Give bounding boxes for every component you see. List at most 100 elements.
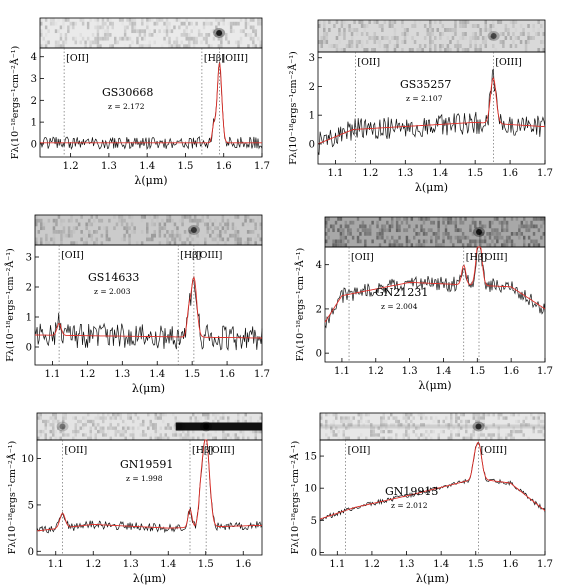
y-tick-label: 0	[26, 343, 32, 354]
y-tick-label: 3	[26, 253, 32, 264]
y-tick-label: 5	[28, 500, 34, 511]
x-axis-label: λ(μm)	[133, 572, 166, 585]
spectrum-panel-GS30668: [OII] [Hβ][OIII] GS30668 z = 2.172 1.2 1.3 1.4…	[9, 17, 270, 187]
spectrum-2d-stamp	[317, 19, 546, 53]
object-name: GS30668	[102, 86, 153, 99]
object-name: GN19913	[385, 485, 438, 498]
x-tick-label: 1.2	[364, 559, 380, 570]
object-name: GN21231	[375, 286, 428, 299]
x-tick-label: 1.3	[397, 168, 413, 179]
spectrum-2d-stamp	[36, 412, 263, 441]
emission-line-label: [OIII]	[481, 445, 507, 456]
spectrum-panel-GS35257: [OII] [OIII] GS35257 z = 2.107 1.1 1.2 1.3 1.4 1…	[287, 19, 553, 194]
x-tick-label: 1.5	[184, 369, 200, 380]
redshift-label: z = 2.172	[108, 102, 145, 111]
x-axis-label: λ(μm)	[132, 382, 165, 395]
x-tick-label: 1.1	[48, 559, 64, 570]
x-tick-label: 1.1	[45, 369, 61, 380]
y-tick-label: 2	[26, 283, 32, 294]
y-tick-label: 1	[31, 118, 37, 129]
spectrum-model-line	[324, 246, 546, 323]
y-tick-label: 0	[311, 548, 317, 559]
y-tick-label: 0	[309, 139, 315, 150]
x-tick-label: 1.4	[433, 559, 449, 570]
y-axis-label: Fλ(10⁻¹⁸ergs⁻¹cm⁻²Å⁻¹)	[6, 441, 18, 555]
plot-frame	[324, 246, 546, 363]
object-name: GS14633	[88, 271, 139, 284]
y-axis-label: Fλ(10⁻¹⁸ergs⁻¹cm⁻²Å⁻¹)	[294, 248, 306, 362]
spectrum-data-line	[317, 68, 546, 155]
x-tick-label: 1.5	[468, 559, 484, 570]
x-axis-label: λ(μm)	[134, 174, 167, 187]
y-axis-label: Fλ(10⁻¹⁸ergs⁻¹cm⁻²Å⁻¹)	[4, 248, 16, 362]
object-name: GS35257	[400, 78, 451, 91]
y-tick-label: 2	[309, 82, 315, 93]
x-tick-label: 1.2	[79, 369, 95, 380]
spectrum-model-line	[35, 275, 262, 339]
emission-line-label: [OIII]	[222, 53, 248, 64]
emission-line-label: [OIII]	[495, 57, 521, 68]
emission-line-label: [Hβ]	[192, 445, 213, 456]
plot-frame	[39, 47, 263, 158]
x-tick-label: 1.6	[216, 161, 232, 172]
redshift-label: z = 1.998	[126, 474, 163, 483]
spectrum-data-line	[39, 61, 263, 150]
redshift-label: z = 2.004	[381, 302, 418, 311]
spectrum-model-line	[40, 62, 262, 144]
spectrum-panel-GN19913: [OII] [OIII] GN19913 z = 2.012 1.1 1.2 1.3 1.4 1…	[289, 412, 553, 585]
spectrum-model-line	[319, 442, 546, 520]
x-tick-label: 1.4	[160, 559, 176, 570]
emission-line-label: [OIII]	[208, 445, 234, 456]
y-tick-label: 3	[31, 74, 37, 85]
y-tick-label: 0	[28, 547, 34, 558]
x-tick-label: 1.3	[114, 369, 130, 380]
emission-line-label: [OII]	[357, 57, 380, 68]
emission-line-label: [OII]	[65, 445, 88, 456]
emission-line-label: [Hβ]	[466, 252, 487, 263]
spectrum-2d-stamp	[34, 214, 263, 246]
spectrum-2d-stamp	[324, 216, 546, 248]
emission-line-label: [OII]	[61, 250, 84, 261]
x-tick-label: 1.7	[537, 366, 553, 377]
x-tick-label: 1.1	[328, 168, 344, 179]
y-tick-label: 2	[31, 96, 37, 107]
y-tick-label: 15	[304, 452, 317, 463]
x-tick-label: 1.7	[537, 168, 553, 179]
x-tick-label: 1.1	[334, 366, 350, 377]
x-tick-label: 1.7	[537, 559, 553, 570]
x-tick-label: 1.3	[399, 559, 415, 570]
x-tick-label: 1.2	[63, 161, 79, 172]
x-tick-label: 1.4	[149, 369, 165, 380]
x-tick-label: 1.2	[85, 559, 101, 570]
y-tick-label: 10	[21, 454, 34, 465]
x-tick-label: 1.7	[254, 369, 270, 380]
x-axis-label: λ(μm)	[416, 572, 449, 585]
emission-line-label: [OIII]	[196, 250, 222, 261]
y-axis-label: Fλ(10⁻¹⁸ergs⁻¹cm⁻²Å⁻¹)	[9, 46, 21, 160]
x-tick-label: 1.6	[502, 559, 518, 570]
x-axis-label: λ(μm)	[415, 181, 448, 194]
x-tick-label: 1.4	[432, 168, 448, 179]
x-tick-label: 1.4	[436, 366, 452, 377]
plot-frame	[319, 439, 546, 556]
redshift-label: z = 2.012	[391, 501, 428, 510]
spectrum-data-line	[34, 278, 263, 351]
x-tick-label: 1.6	[219, 369, 235, 380]
x-axis-label: λ(μm)	[418, 379, 451, 392]
emission-line-label: [Hβ]	[204, 53, 225, 64]
emission-line-label: [OII]	[66, 53, 89, 64]
x-tick-label: 1.5	[467, 168, 483, 179]
x-tick-label: 1.2	[362, 168, 378, 179]
redshift-label: z = 2.107	[406, 94, 443, 103]
x-tick-label: 1.5	[177, 161, 193, 172]
x-tick-label: 1.4	[139, 161, 155, 172]
spectrum-data-line	[324, 246, 546, 329]
plot-frame	[34, 244, 263, 366]
y-tick-label: 0	[316, 349, 322, 360]
x-tick-label: 1.6	[502, 168, 518, 179]
spectrum-panel-GS14633: [OII] [Hβ][OIII] GS14633 z = 2.003 1.1 1.2 1.3…	[4, 214, 270, 395]
redshift-label: z = 2.003	[94, 287, 131, 296]
x-tick-label: 1.5	[198, 559, 214, 570]
x-tick-label: 1.6	[503, 366, 519, 377]
